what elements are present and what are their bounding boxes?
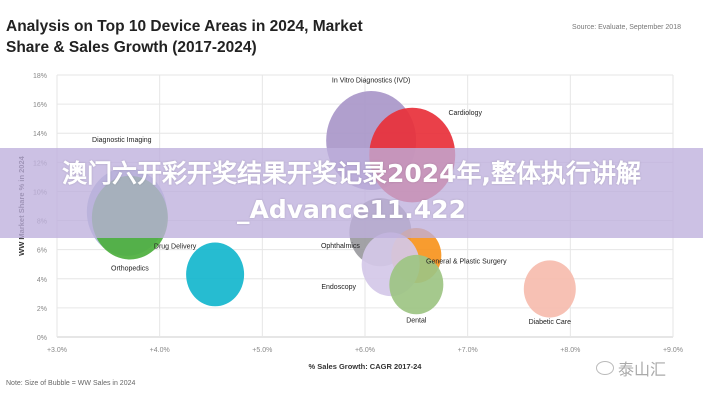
bubble-label: In Vitro Diagnostics (IVD) [332,78,410,85]
x-tick-label: +4.0% [150,347,170,354]
chart-title: Analysis on Top 10 Device Areas in 2024,… [6,18,363,56]
watermark-text: 泰山汇 [618,362,667,379]
watermark: 泰山汇 [596,356,666,380]
y-tick-label: 0% [37,335,47,342]
bubble-label: Ophthalmics [321,243,360,250]
y-tick-label: 6% [37,248,47,255]
y-tick-label: 16% [33,102,47,109]
y-tick-label: 2% [37,306,47,313]
wechat-icon [596,361,614,375]
overlay-banner [0,148,703,238]
x-tick-label: +7.0% [458,347,478,354]
x-tick-label: +6.0% [355,347,375,354]
x-axis-label: % Sales Growth: CAGR 2017-24 [309,362,423,371]
bubble-label: General & Plastic Surgery [426,258,507,265]
bubble-drug-delivery [186,242,245,307]
source-note: Source: Evaluate, September 2018 [572,24,681,31]
bubble-label: Diagnostic Imaging [92,137,152,144]
bubble-label: Diabetic Care [529,319,572,326]
x-tick-label: +8.0% [560,347,580,354]
bubble-label: Endoscopy [321,284,356,291]
bubble-label: Cardiology [448,110,482,117]
bubble-diabetic-care [523,260,576,318]
y-tick-label: 18% [33,73,47,80]
y-tick-label: 14% [33,131,47,138]
bubble-label: Drug Delivery [154,243,197,250]
overlay-text: 澳门六开彩开奖结果开奖记录2024年,整体执行讲解_Advance11.422 [61,159,642,224]
bubble-label: Dental [406,318,427,325]
bubble-dental [389,254,444,315]
x-tick-label: +5.0% [252,347,272,354]
bubble-size-note: Note: Size of Bubble = WW Sales in 2024 [6,380,136,387]
x-tick-label: +9.0% [663,347,683,354]
y-tick-label: 4% [37,277,47,284]
x-tick-label: +3.0% [47,347,67,354]
bubble-label: Orthopedics [111,266,149,273]
